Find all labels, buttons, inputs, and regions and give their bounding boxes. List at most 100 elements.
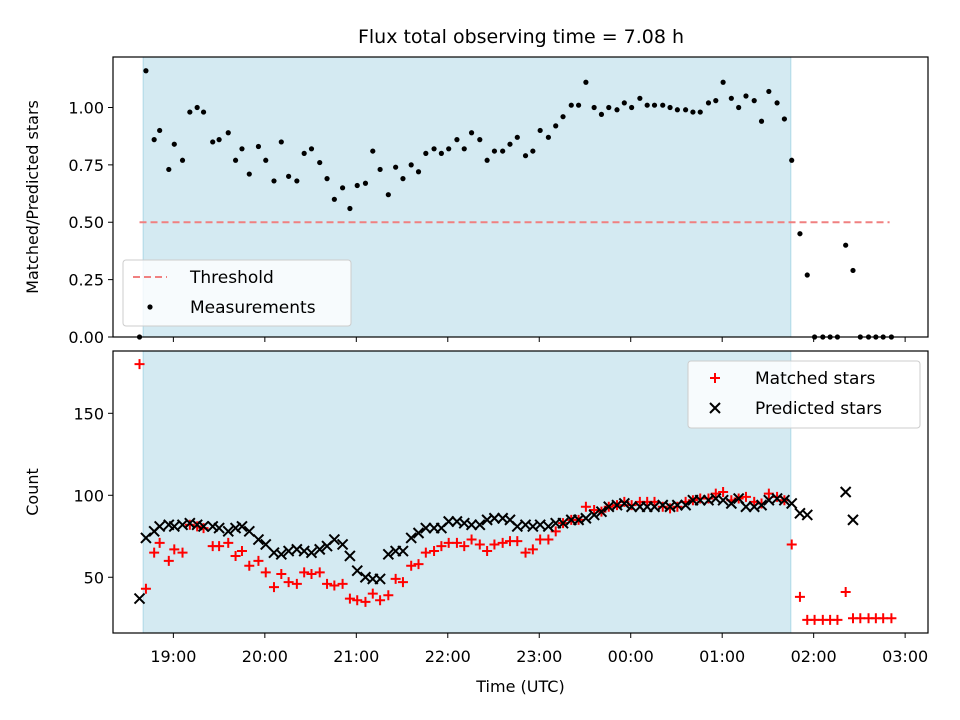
data-point [374,573,386,585]
x-tick-label: 21:00 [333,647,379,666]
data-point [755,499,768,511]
data-point [557,517,569,529]
x-tick-label: 22:00 [425,647,471,666]
data-point [743,93,749,99]
legend-label: Matched stars [755,369,875,389]
data-point [474,539,485,550]
data-point [736,104,742,111]
data-point [239,146,245,152]
y-tick-label: 150 [73,404,104,423]
data-point [370,148,376,154]
data-point [679,499,692,511]
data-point [331,196,337,202]
data-point [461,146,467,152]
data-point [157,127,163,134]
top-panel: 0.00 0.25 0.50 0.75 1.00 Matched/Predicted st… [23,56,929,347]
data-point [276,568,287,579]
data-point [537,127,543,134]
data-point [589,505,600,516]
data-point [225,130,231,136]
y-tick-label: 0.00 [68,328,104,347]
legend-box [122,259,352,327]
data-point [674,107,680,113]
data-point [385,192,391,198]
data-point [352,595,363,606]
data-point [690,109,696,115]
data-point [151,137,157,143]
data-point [840,587,851,598]
chart-title: Flux total observing time = 7.08 h [358,26,684,48]
x-tick-label: 03:00 [882,647,928,666]
data-point [351,564,363,577]
data-point [468,130,475,136]
x-tick-label: 00:00 [608,647,654,666]
y-axis-label: Matched/Predicted stars [23,100,42,294]
data-point [154,537,165,548]
data-point [801,509,813,521]
data-point [580,501,591,512]
data-point [244,560,255,571]
y-axis-label: Count [23,468,42,516]
data-point [314,567,325,578]
data-point [405,532,417,544]
data-point [710,488,721,499]
data-point [718,487,729,497]
data-point [294,178,300,184]
data-point [454,137,460,143]
data-point [232,157,239,163]
data-point [543,534,554,545]
data-point [278,139,284,145]
data-point [362,180,369,186]
data-point [252,533,265,546]
data-point [393,164,399,170]
data-point [705,100,712,106]
data-point [442,515,455,528]
data-point [354,182,360,189]
series-predicted-stars [133,486,859,605]
data-point [507,141,513,147]
data-point [839,486,852,498]
data-point [740,491,751,502]
data-point [774,100,780,106]
data-point [660,102,666,108]
data-point [214,541,225,552]
data-point [500,148,506,154]
legend-box [687,360,921,429]
data-point [618,497,631,510]
data-point [134,359,145,370]
data-point [213,522,225,534]
data-point [542,520,555,533]
data-point [847,514,859,526]
x-tick-label: 23:00 [516,647,562,666]
data-point [671,499,684,511]
data-point [397,545,409,557]
data-point [797,231,803,237]
data-point [377,166,383,173]
data-point [322,578,333,589]
data-point [786,497,798,510]
data-point [832,614,843,625]
data-point [140,583,151,594]
observing-window-shade [142,350,792,634]
data-point [451,537,462,548]
data-point [591,104,597,111]
data-point [314,543,326,556]
data-point [575,102,582,108]
data-point [497,537,508,548]
data-point [246,171,252,177]
y-tick-label: 100 [73,486,104,505]
data-point [644,102,650,108]
data-point [474,519,486,531]
x-tick-label: 02:00 [791,647,837,666]
data-point [230,550,241,561]
data-point [390,573,401,584]
data-point [223,537,234,548]
data-point [163,555,174,566]
data-point [412,527,425,539]
data-point [291,578,302,589]
data-point [477,137,483,143]
data-point [740,501,752,513]
data-point [415,169,422,175]
data-point [243,525,255,538]
